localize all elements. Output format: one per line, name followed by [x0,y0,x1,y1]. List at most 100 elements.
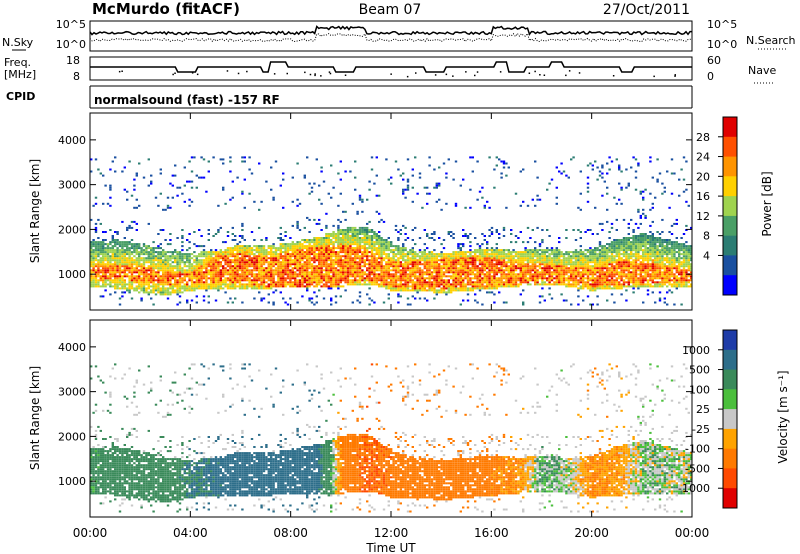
power-cell [483,263,486,266]
power-cell [250,257,254,260]
power-cell [318,253,321,256]
power-cell [243,279,246,282]
power-cell [435,275,438,278]
power-cell [409,263,412,266]
power-cell [375,247,378,250]
power-cell [351,253,354,256]
power-cell [181,277,184,280]
power-cell [375,249,378,252]
power-cell [162,259,165,262]
power-cell [138,253,141,256]
power-cell [327,277,330,280]
power-cell [145,271,148,274]
power-cell [102,277,105,280]
power-cell [94,253,98,256]
power-cell [296,279,299,282]
power-cell [421,257,424,260]
power-cell [310,259,314,262]
power-cell [474,237,477,239]
power-cell [406,269,410,272]
power-cell [368,261,371,264]
power-cell [445,265,448,268]
power-cell [488,271,491,274]
power-cell [164,289,167,292]
power-cell [147,222,150,225]
power-cell [378,247,381,250]
power-cell [366,229,369,231]
power-cell [265,269,268,272]
power-cell [169,257,172,260]
power-cell [490,247,494,250]
power-cell [450,263,453,266]
power-cell [118,265,122,268]
power-cell [596,255,599,258]
power-cell [195,287,198,290]
power-cell [126,190,129,193]
power-cell [315,281,318,284]
power-cell [344,233,347,235]
power-cell [478,269,482,272]
power-cell [250,261,254,264]
power-cell [193,275,196,278]
power-cell [399,277,402,280]
power-cell [327,192,330,195]
power-cell [454,269,458,272]
power-cell [486,243,489,246]
power-cell [589,249,592,252]
power-cell [176,283,179,286]
power-cell [258,277,261,280]
power-cell [234,287,237,290]
power-cell [325,245,328,248]
power-cell [490,233,494,235]
power-cell [543,253,546,256]
power-cell [481,255,484,258]
power-cell [284,285,287,288]
power-cell [342,273,345,276]
power-cell [195,273,198,276]
power-cell [92,281,95,284]
power-cell [488,267,491,270]
power-cell [560,275,563,278]
power-cell [498,271,501,274]
power-cell [440,251,443,254]
power-cell [361,245,364,248]
power-cell [370,267,374,270]
power-cell [106,283,110,286]
power-cell [512,255,515,258]
power-cell [565,237,568,239]
power-cell [231,301,234,304]
power-cell [342,235,345,237]
power-cell [394,281,398,284]
power-cell [234,297,237,300]
power-cell [342,229,345,231]
power-cell [267,293,270,296]
power-cell [572,263,575,266]
power-cell [512,251,515,254]
power-cell [500,249,503,252]
power-cell [462,279,465,282]
nave-dot [304,71,306,74]
power-cell [253,285,256,288]
power-cell [320,247,323,250]
power-cell [572,279,575,282]
power-cell [548,182,551,185]
power-cell [493,273,496,276]
power-cell [210,285,213,288]
power-cell [358,251,362,254]
power-cell [394,277,398,280]
power-cell [342,231,345,233]
power-cell [123,271,126,274]
power-cell [286,281,290,284]
power-cell [306,259,309,262]
power-cell [140,273,143,276]
power-cell [147,267,150,270]
power-cell [248,269,251,272]
power-cell [306,287,309,290]
power-cell [92,249,95,252]
power-cell [354,275,357,278]
power-cell [344,229,347,231]
power-cell [109,241,112,244]
power-cell [322,239,326,241]
power-cell [140,277,143,280]
power-cell [435,279,438,282]
